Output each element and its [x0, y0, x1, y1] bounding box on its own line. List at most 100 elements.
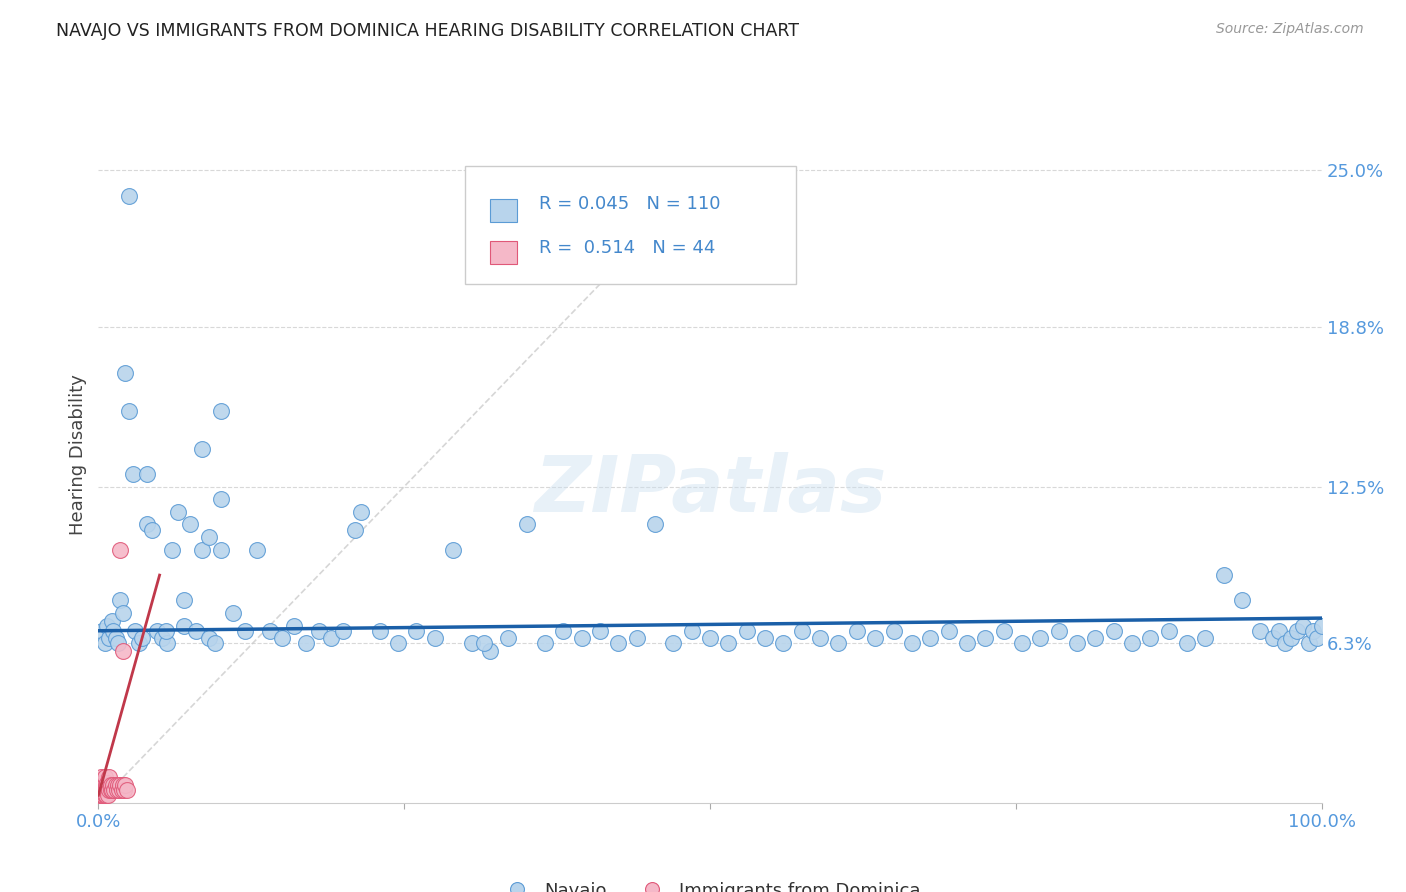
Point [204, 636, 226, 650]
Point [98, 632, 121, 646]
Point [699, 632, 721, 646]
Point [141, 523, 163, 537]
Point [863, 632, 886, 646]
Point [920, 632, 942, 646]
Point [1306, 632, 1329, 646]
Point [974, 632, 997, 646]
Point [96, 775, 118, 789]
Point [209, 492, 232, 507]
Point [91, 775, 114, 789]
Point [790, 624, 813, 638]
Point [1286, 624, 1309, 638]
FancyBboxPatch shape [465, 166, 796, 285]
Point [173, 618, 195, 632]
Point [1302, 624, 1324, 638]
Point [319, 632, 342, 646]
Point [160, 542, 183, 557]
Point [179, 517, 201, 532]
Point [883, 624, 905, 638]
Point [186, 624, 208, 638]
Point [150, 632, 173, 646]
Point [89, 783, 111, 797]
Point [107, 778, 129, 792]
Point [90, 783, 112, 797]
Point [93, 636, 115, 650]
Point [1261, 632, 1284, 646]
Point [1230, 593, 1253, 607]
Point [478, 644, 501, 658]
Point [191, 442, 214, 456]
Point [96, 618, 118, 632]
Point [128, 636, 150, 650]
Point [460, 636, 482, 650]
Point [136, 517, 159, 532]
Point [96, 783, 118, 797]
Point [91, 778, 114, 792]
Point [146, 624, 169, 638]
Point [97, 788, 120, 802]
Point [387, 636, 409, 650]
Point [681, 624, 703, 638]
Point [197, 632, 219, 646]
Point [114, 778, 136, 792]
Point [827, 636, 849, 650]
Point [626, 632, 648, 646]
Point [136, 467, 159, 481]
Point [332, 624, 354, 638]
Point [938, 624, 960, 638]
Text: R =  0.514   N = 44: R = 0.514 N = 44 [538, 238, 716, 257]
Point [111, 778, 134, 792]
Point [94, 783, 117, 797]
Point [368, 624, 391, 638]
Point [173, 593, 195, 607]
Point [534, 636, 557, 650]
Point [98, 783, 121, 797]
Point [107, 636, 129, 650]
Point [100, 783, 122, 797]
Point [1047, 624, 1070, 638]
Point [104, 632, 127, 646]
Point [209, 403, 232, 417]
Point [441, 542, 464, 557]
Point [350, 505, 373, 519]
Point [110, 778, 132, 792]
Point [246, 542, 269, 557]
Point [91, 783, 114, 797]
Point [1157, 624, 1180, 638]
Text: NAVAJO VS IMMIGRANTS FROM DOMINICA HEARING DISABILITY CORRELATION CHART: NAVAJO VS IMMIGRANTS FROM DOMINICA HEARI… [56, 22, 799, 40]
FancyBboxPatch shape [489, 199, 517, 222]
Text: R = 0.045   N = 110: R = 0.045 N = 110 [538, 195, 720, 213]
Legend: Navajo, Immigrants from Dominica: Navajo, Immigrants from Dominica [492, 874, 928, 892]
Point [735, 624, 758, 638]
Point [103, 783, 125, 797]
Point [104, 778, 127, 792]
Point [155, 624, 177, 638]
Point [90, 788, 112, 802]
Point [845, 624, 868, 638]
Point [93, 775, 115, 789]
Point [589, 624, 612, 638]
Point [101, 624, 124, 638]
Point [111, 606, 134, 620]
Point [901, 636, 924, 650]
Point [993, 624, 1015, 638]
Point [956, 636, 979, 650]
Point [754, 632, 776, 646]
Point [1274, 636, 1296, 650]
Point [94, 778, 117, 792]
Point [423, 632, 446, 646]
Point [110, 593, 132, 607]
Point [91, 788, 114, 802]
Point [1102, 624, 1125, 638]
Y-axis label: Hearing Disability: Hearing Disability [69, 375, 87, 535]
Point [111, 644, 134, 658]
Text: Source: ZipAtlas.com: Source: ZipAtlas.com [1216, 22, 1364, 37]
Point [259, 624, 281, 638]
Point [405, 624, 427, 638]
Point [772, 636, 794, 650]
Point [90, 771, 112, 785]
Point [607, 636, 630, 650]
Point [1212, 568, 1234, 582]
Point [93, 788, 115, 802]
Point [156, 636, 179, 650]
